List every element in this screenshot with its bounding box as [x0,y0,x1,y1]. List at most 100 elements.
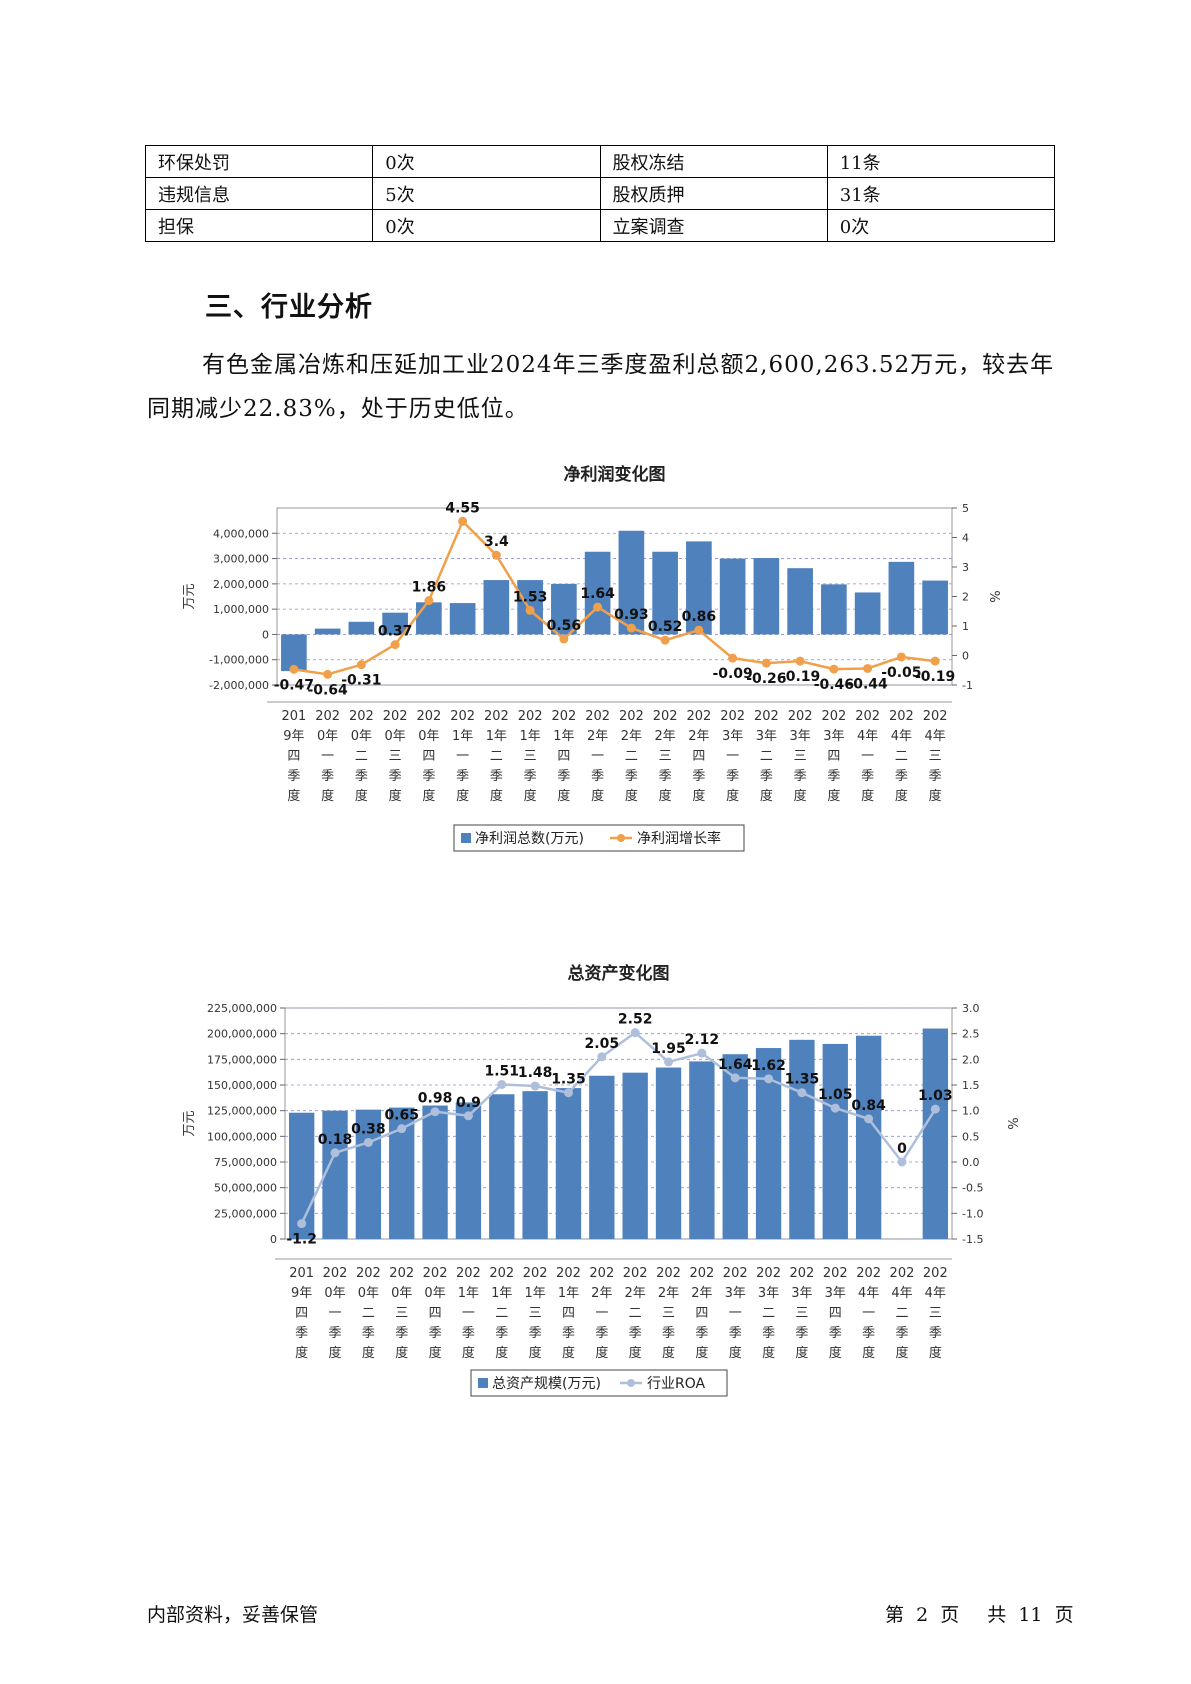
x-tick-label: 季 [389,769,402,784]
bar [455,1102,482,1239]
x-tick-label: 0年 [384,729,405,744]
y2-tick-label: 2 [962,591,969,604]
y-tick-label: 75,000,000 [214,1156,277,1169]
x-tick-label: 度 [529,1345,542,1361]
line-point [730,1073,740,1083]
line-point [390,640,400,650]
legend-box [453,824,745,852]
x-tick-label: 四 [422,749,435,764]
x-tick-label: 202 [889,709,914,724]
x-tick-label: 季 [861,769,874,784]
x-tick-label: 201 [281,709,306,724]
bar [622,1072,648,1239]
x-tick-label: 季 [929,769,942,784]
bar [789,1039,815,1239]
x-tick-label: 四 [557,749,570,764]
line-point [797,1088,807,1098]
data-label: -0.05 [881,665,921,681]
x-tick-label: 季 [524,769,537,784]
x-tick-label: 季 [355,769,368,784]
x-tick-label: 季 [329,1326,342,1341]
data-label: 3.4 [484,534,509,550]
footer-total-num: 11 [1018,1604,1043,1626]
total-assets-chart: 总资产变化图 0 25,000,000 50,000,000 75,000,000 100… [182,963,1019,1397]
legend-swatch-bar [461,833,471,843]
bar [855,1035,882,1239]
data-label: 1.86 [412,580,447,596]
risk-value: 5次 [372,177,601,210]
x-tick-label: 季 [695,1326,708,1341]
x-tick-label: 度 [760,788,773,804]
y-axis-title: 万元 [182,1110,197,1136]
x-tick-label: 度 [287,788,300,804]
x-tick-label: 二 [760,749,773,764]
risk-value: 11条 [826,145,1056,178]
x-tick-label: 度 [929,788,942,804]
legend-swatch-point [627,1379,635,1387]
x-tick-label: 3年 [756,729,777,744]
y2-tick-label: 0.5 [962,1130,980,1143]
x-tick-label: 202 [619,709,644,724]
y-tick-label: 25,000,000 [214,1207,277,1220]
x-tick-label: 0年 [391,1286,412,1301]
x-tick-label: 202 [315,709,340,724]
x-tick-label: 0年 [418,729,439,744]
x-tick-label: 季 [794,769,807,784]
x-tick-label: 2年 [658,1286,679,1301]
x-tick-label: 202 [551,709,576,724]
x-tick-label: 季 [495,1326,508,1341]
x-tick-label: 2年 [621,729,642,744]
y-tick-label: -1,000,000 [209,654,269,667]
x-tick-label: 3年 [725,1286,746,1301]
data-label: 1.03 [918,1088,953,1104]
x-tick-label: 3年 [758,1286,779,1301]
x-tick-label: 202 [720,709,745,724]
x-tick-label: 202 [523,1266,548,1281]
x-tick-label: 度 [591,788,604,804]
data-label: 1.64 [580,586,615,602]
data-label: 0.65 [384,1108,419,1124]
x-tick-label: 二 [895,1306,908,1321]
line-point [363,1137,373,1147]
x-tick-label: 度 [429,1345,442,1361]
x-tick-label: 一 [595,1306,608,1321]
y2-tick-label: 3.0 [962,1002,980,1015]
x-tick-label: 度 [829,1345,842,1361]
x-tick-label: 度 [462,1345,475,1361]
x-tick-label: 季 [456,769,469,784]
x-tick-label: 季 [362,1326,375,1341]
x-tick-label: 度 [362,1345,375,1361]
data-label: 2.12 [685,1032,720,1048]
x-tick-label: 二 [495,1306,508,1321]
line-point [626,623,636,633]
x-tick-label: 3年 [722,729,743,744]
x-tick-label: 季 [862,1326,875,1341]
x-tick-label: 三 [389,749,402,764]
x-tick-label: 季 [395,1326,408,1341]
x-tick-label: 季 [762,1326,775,1341]
data-label: 1.64 [718,1057,753,1073]
y-tick-label: 150,000,000 [207,1079,277,1092]
data-label: 2.52 [618,1012,653,1028]
x-tick-label: 2年 [587,729,608,744]
x-tick-label: 4年 [858,1286,879,1301]
x-tick-label: 度 [794,788,807,804]
x-tick-label: 季 [760,769,773,784]
x-tick-label: 202 [589,1266,614,1281]
data-label: 0.18 [318,1132,353,1148]
x-tick-label: 3年 [791,1286,812,1301]
x-tick-label: 202 [723,1266,748,1281]
data-label: 4.55 [445,500,480,516]
x-tick-label: 度 [495,1345,508,1361]
legend-swatch-bar [478,1378,488,1388]
line-point [397,1124,407,1134]
y2-tick-label: 3 [962,561,969,574]
x-tick-label: 0年 [351,729,372,744]
line-point [930,656,940,666]
y2-tick-label: 1 [962,620,969,633]
line-point [525,605,535,615]
x-tick-label: 202 [890,1266,915,1281]
x-tick-label: 202 [349,709,374,724]
x-tick-label: 1年 [553,729,574,744]
x-tick-label: 二 [762,1306,775,1321]
